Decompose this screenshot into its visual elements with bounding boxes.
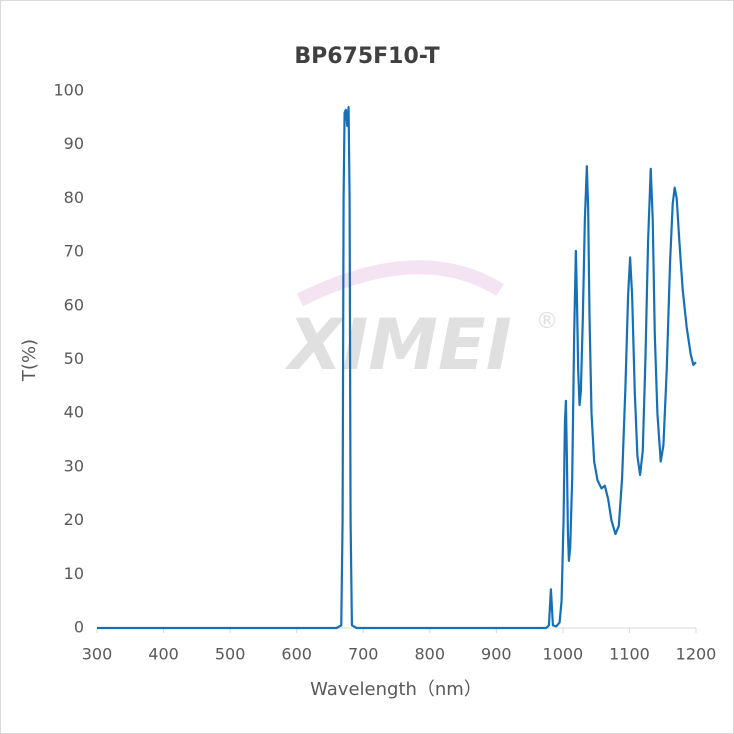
- y-tick-label: 80: [64, 188, 84, 207]
- y-tick-label: 30: [64, 456, 84, 475]
- x-tick-label: 300: [82, 645, 113, 664]
- x-tick-label: 1000: [543, 645, 584, 664]
- y-tick-label: 10: [64, 564, 84, 583]
- y-tick-label: 90: [64, 134, 84, 153]
- x-tick-label: 1100: [609, 645, 650, 664]
- chart-title: BP675F10-T: [294, 44, 439, 69]
- x-tick-label: 400: [148, 645, 179, 664]
- x-tick-label: 900: [481, 645, 512, 664]
- x-tick-label: 500: [215, 645, 246, 664]
- y-tick-label: 100: [53, 81, 84, 100]
- x-tick-label: 600: [281, 645, 312, 664]
- series-line: [97, 106, 697, 630]
- y-tick-label: 60: [64, 295, 84, 314]
- watermark: XIMEI: [284, 304, 512, 386]
- y-tick-label: 50: [64, 349, 84, 368]
- watermark-arc: [296, 260, 504, 307]
- x-tick-label: 800: [415, 645, 446, 664]
- y-tick-label: 0: [74, 618, 84, 637]
- y-tick-label: 40: [64, 403, 84, 422]
- y-tick-label: 70: [64, 242, 84, 261]
- y-tick-label: 20: [64, 510, 84, 529]
- watermark-mark: ®: [536, 309, 558, 334]
- x-tick-label: 1200: [676, 645, 717, 664]
- x-axis-label: Wavelength（nm）: [310, 679, 482, 700]
- x-tick-label: 700: [348, 645, 379, 664]
- y-axis-label: T(%): [19, 339, 40, 382]
